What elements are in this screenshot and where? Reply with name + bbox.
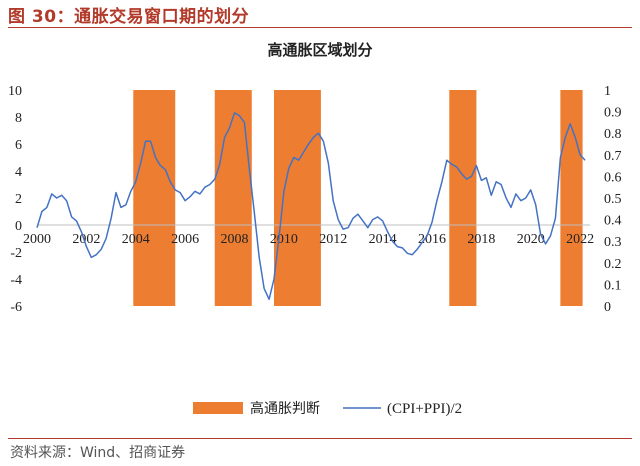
x-tick-label: 2020 [517, 232, 545, 247]
y-right-tick-label: 0.6 [604, 170, 622, 185]
x-tick-label: 2018 [467, 232, 495, 247]
y-right-tick-label: 0.3 [604, 235, 622, 250]
y-right-tick-label: 0.5 [604, 192, 622, 207]
title-rule [8, 27, 632, 28]
y-right-tick-label: 0 [604, 300, 611, 315]
x-tick-label: 2006 [171, 232, 199, 247]
x-tick-label: 2004 [122, 232, 150, 247]
y-left-tick-label: 4 [15, 165, 22, 180]
band-1 [133, 90, 176, 306]
source-rule [8, 438, 632, 439]
y-right-tick-label: 0.2 [604, 257, 622, 272]
legend-band-label: 高通胀判断 [250, 400, 320, 417]
x-tick-label: 2000 [23, 232, 51, 247]
x-tick-label: 2016 [418, 232, 446, 247]
tick-labels-group: 2000 2002 2004 2006 2008 2010 2012 2 0 1 4 2016 2018… [8, 84, 622, 315]
x-tick-label: 2012 [319, 232, 347, 247]
band-5 [560, 90, 583, 306]
y-left-tick-label: 0 [15, 219, 22, 234]
legend: 高通胀判断 (CPI+PPI)/2 [193, 400, 462, 417]
y-left-tick-label: -2 [10, 246, 22, 261]
legend-line-label: (CPI+PPI)/2 [387, 401, 462, 417]
y-left-tick-label: 8 [15, 111, 22, 126]
x-tick-label: 2002 [72, 232, 100, 247]
y-left-tick-label: -4 [10, 273, 22, 288]
y-left-tick-label: 10 [8, 84, 22, 99]
y-left-tick-label: -6 [10, 300, 22, 315]
y-right-tick-label: 0.1 [604, 278, 622, 293]
y-right-tick-label: 0.9 [604, 106, 622, 121]
x-tick-label: 2010 [270, 232, 298, 247]
figure-title: 图 30：通胀交易窗口期的划分 [8, 7, 250, 27]
band-4 [449, 90, 477, 306]
chart: 高通胀区域划分 2000 2002 2004 2006 2008 2010 2012 2 0 1 4… [8, 41, 622, 417]
band-3 [274, 90, 321, 306]
y-right-tick-label: 0.4 [604, 214, 622, 229]
source-note: 资料来源：Wind、招商证券 [10, 445, 186, 461]
series-group [36, 112, 586, 301]
y-right-tick-label: 1 [604, 84, 611, 99]
x-tick-label: 2022 [566, 232, 594, 247]
legend-band-swatch [193, 402, 243, 414]
band-group [133, 90, 583, 306]
band-2 [214, 90, 252, 306]
y-left-tick-label: 6 [15, 138, 22, 153]
series-line-1 [36, 112, 586, 301]
x-tick-label: 2008 [221, 232, 249, 247]
y-right-tick-label: 0.7 [604, 149, 622, 164]
y-left-tick-label: 2 [15, 192, 22, 207]
chart-title: 高通胀区域划分 [267, 41, 372, 59]
y-right-tick-label: 0.8 [604, 127, 622, 142]
